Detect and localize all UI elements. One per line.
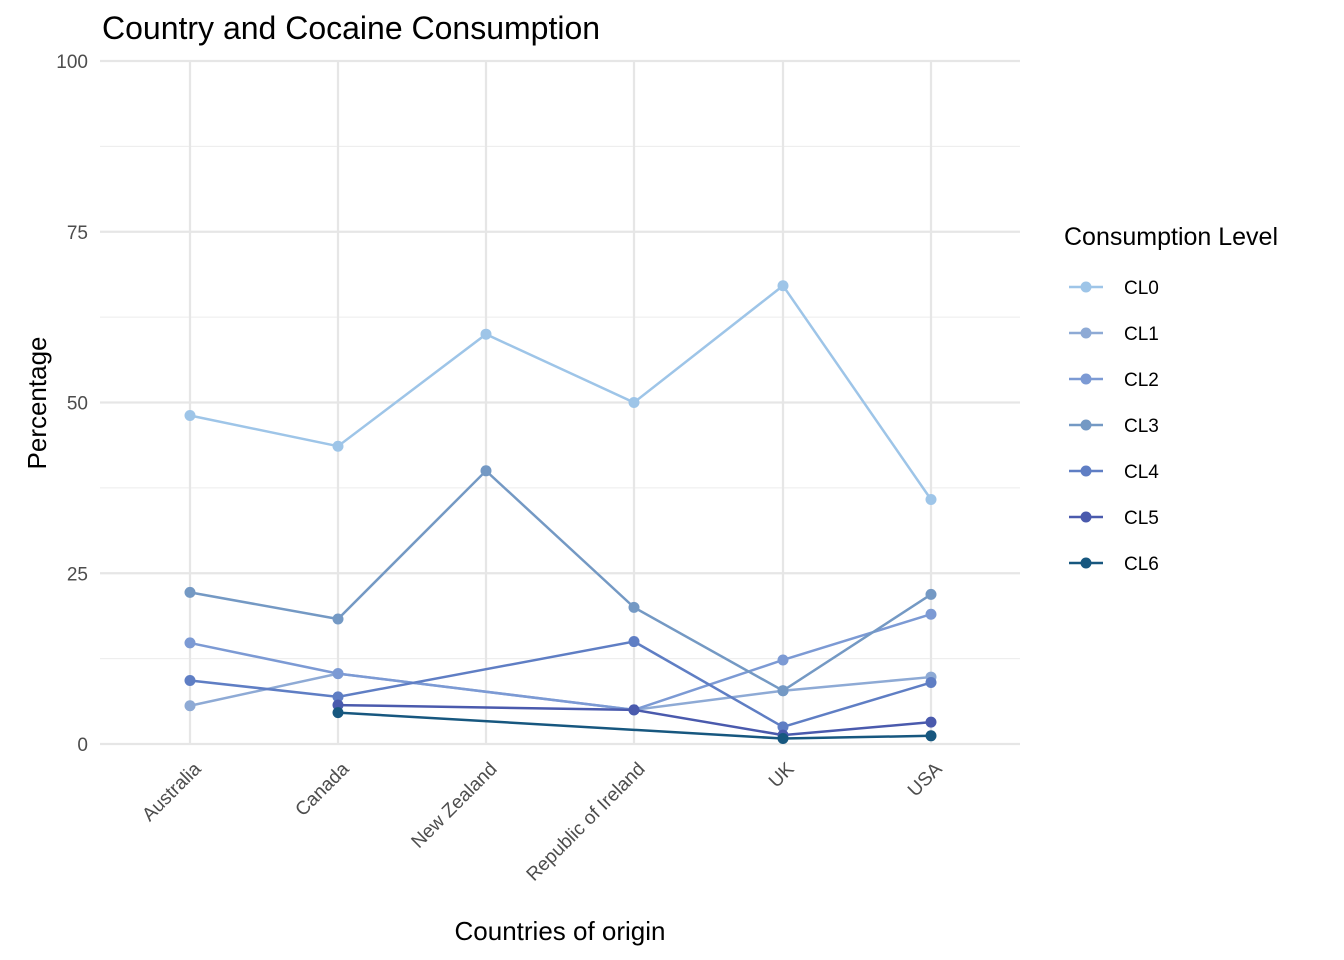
legend-item-cl5: CL5	[1069, 508, 1159, 529]
data-point	[777, 721, 789, 733]
legend-label: CL4	[1124, 462, 1159, 483]
data-point	[332, 707, 344, 719]
data-point	[332, 440, 344, 452]
legend-key-point	[1080, 281, 1092, 293]
series-cl4	[184, 636, 937, 733]
x-tick-label: New Zealand	[408, 759, 502, 853]
x-tick-label: UK	[765, 758, 799, 792]
data-point	[777, 654, 789, 666]
x-axis-title: Countries of origin	[455, 916, 666, 946]
legend-item-cl3: CL3	[1069, 416, 1159, 437]
series-line	[337, 703, 932, 737]
legend-item-cl6: CL6	[1069, 554, 1159, 575]
legend-title: Consumption Level	[1064, 223, 1278, 251]
data-point	[184, 637, 196, 649]
chart-title: Country and Cocaine Consumption	[102, 10, 600, 46]
series-layer	[184, 280, 937, 745]
legend: Consumption Level CL0 CL1 CL2 CL3 CL4 CL5 CL6	[1064, 223, 1278, 575]
legend-label: CL0	[1124, 278, 1159, 299]
legend-label: CL1	[1124, 324, 1159, 345]
y-axis-title: Percentage	[22, 337, 52, 470]
legend-item-cl1: CL1	[1069, 324, 1159, 345]
series-line	[189, 613, 932, 712]
series-line	[189, 640, 932, 729]
legend-label: CL5	[1124, 508, 1159, 529]
legend-item-cl4: CL4	[1069, 462, 1159, 483]
y-tick-label: 50	[67, 394, 88, 415]
data-point	[925, 730, 937, 742]
data-point	[184, 700, 196, 712]
data-point	[184, 586, 196, 598]
x-tick-label: USA	[904, 758, 947, 801]
series-line	[189, 283, 933, 501]
data-point	[628, 601, 640, 613]
y-tick-label: 25	[67, 564, 88, 585]
data-point	[628, 636, 640, 648]
legend-key-point	[1080, 557, 1092, 569]
data-point	[332, 668, 344, 680]
series-cl3	[184, 465, 937, 697]
y-axis-ticks: 0 25 50 75 100	[56, 52, 88, 756]
data-point	[184, 674, 196, 686]
data-point	[184, 409, 196, 421]
data-point	[480, 465, 492, 477]
legend-item-cl2: CL2	[1069, 370, 1159, 391]
legend-key-point	[1080, 419, 1092, 431]
data-point	[925, 716, 937, 728]
x-axis-ticks: Australia Canada New Zealand Republic of Ir…	[138, 758, 946, 885]
data-point	[777, 280, 789, 292]
data-point	[925, 677, 937, 689]
data-point	[628, 397, 640, 408]
series-cl6	[332, 707, 937, 745]
series-cl2	[184, 608, 937, 716]
legend-key-point	[1080, 465, 1092, 477]
legend-label: CL2	[1124, 370, 1159, 391]
data-point	[332, 691, 344, 703]
x-tick-label: Republic of Ireland	[523, 759, 650, 886]
data-point	[925, 588, 937, 600]
y-tick-label: 0	[77, 735, 88, 756]
legend-key-point	[1080, 511, 1092, 523]
data-point	[925, 493, 937, 505]
grid	[100, 59, 1020, 746]
legend-key-point	[1080, 327, 1092, 339]
x-tick-label: Canada	[292, 758, 354, 820]
data-point	[777, 733, 789, 745]
data-point	[925, 608, 937, 620]
series-line	[189, 469, 932, 693]
series-cl0	[184, 280, 937, 505]
y-tick-label: 100	[56, 52, 88, 73]
x-tick-label: Australia	[138, 758, 205, 825]
data-point	[332, 613, 344, 625]
legend-key-point	[1080, 373, 1092, 385]
y-tick-label: 75	[67, 223, 88, 244]
legend-label: CL6	[1124, 554, 1159, 575]
legend-label: CL3	[1124, 416, 1159, 437]
data-point	[480, 328, 492, 340]
data-point	[777, 685, 789, 697]
data-point	[628, 704, 640, 716]
legend-item-cl0: CL0	[1069, 278, 1159, 299]
